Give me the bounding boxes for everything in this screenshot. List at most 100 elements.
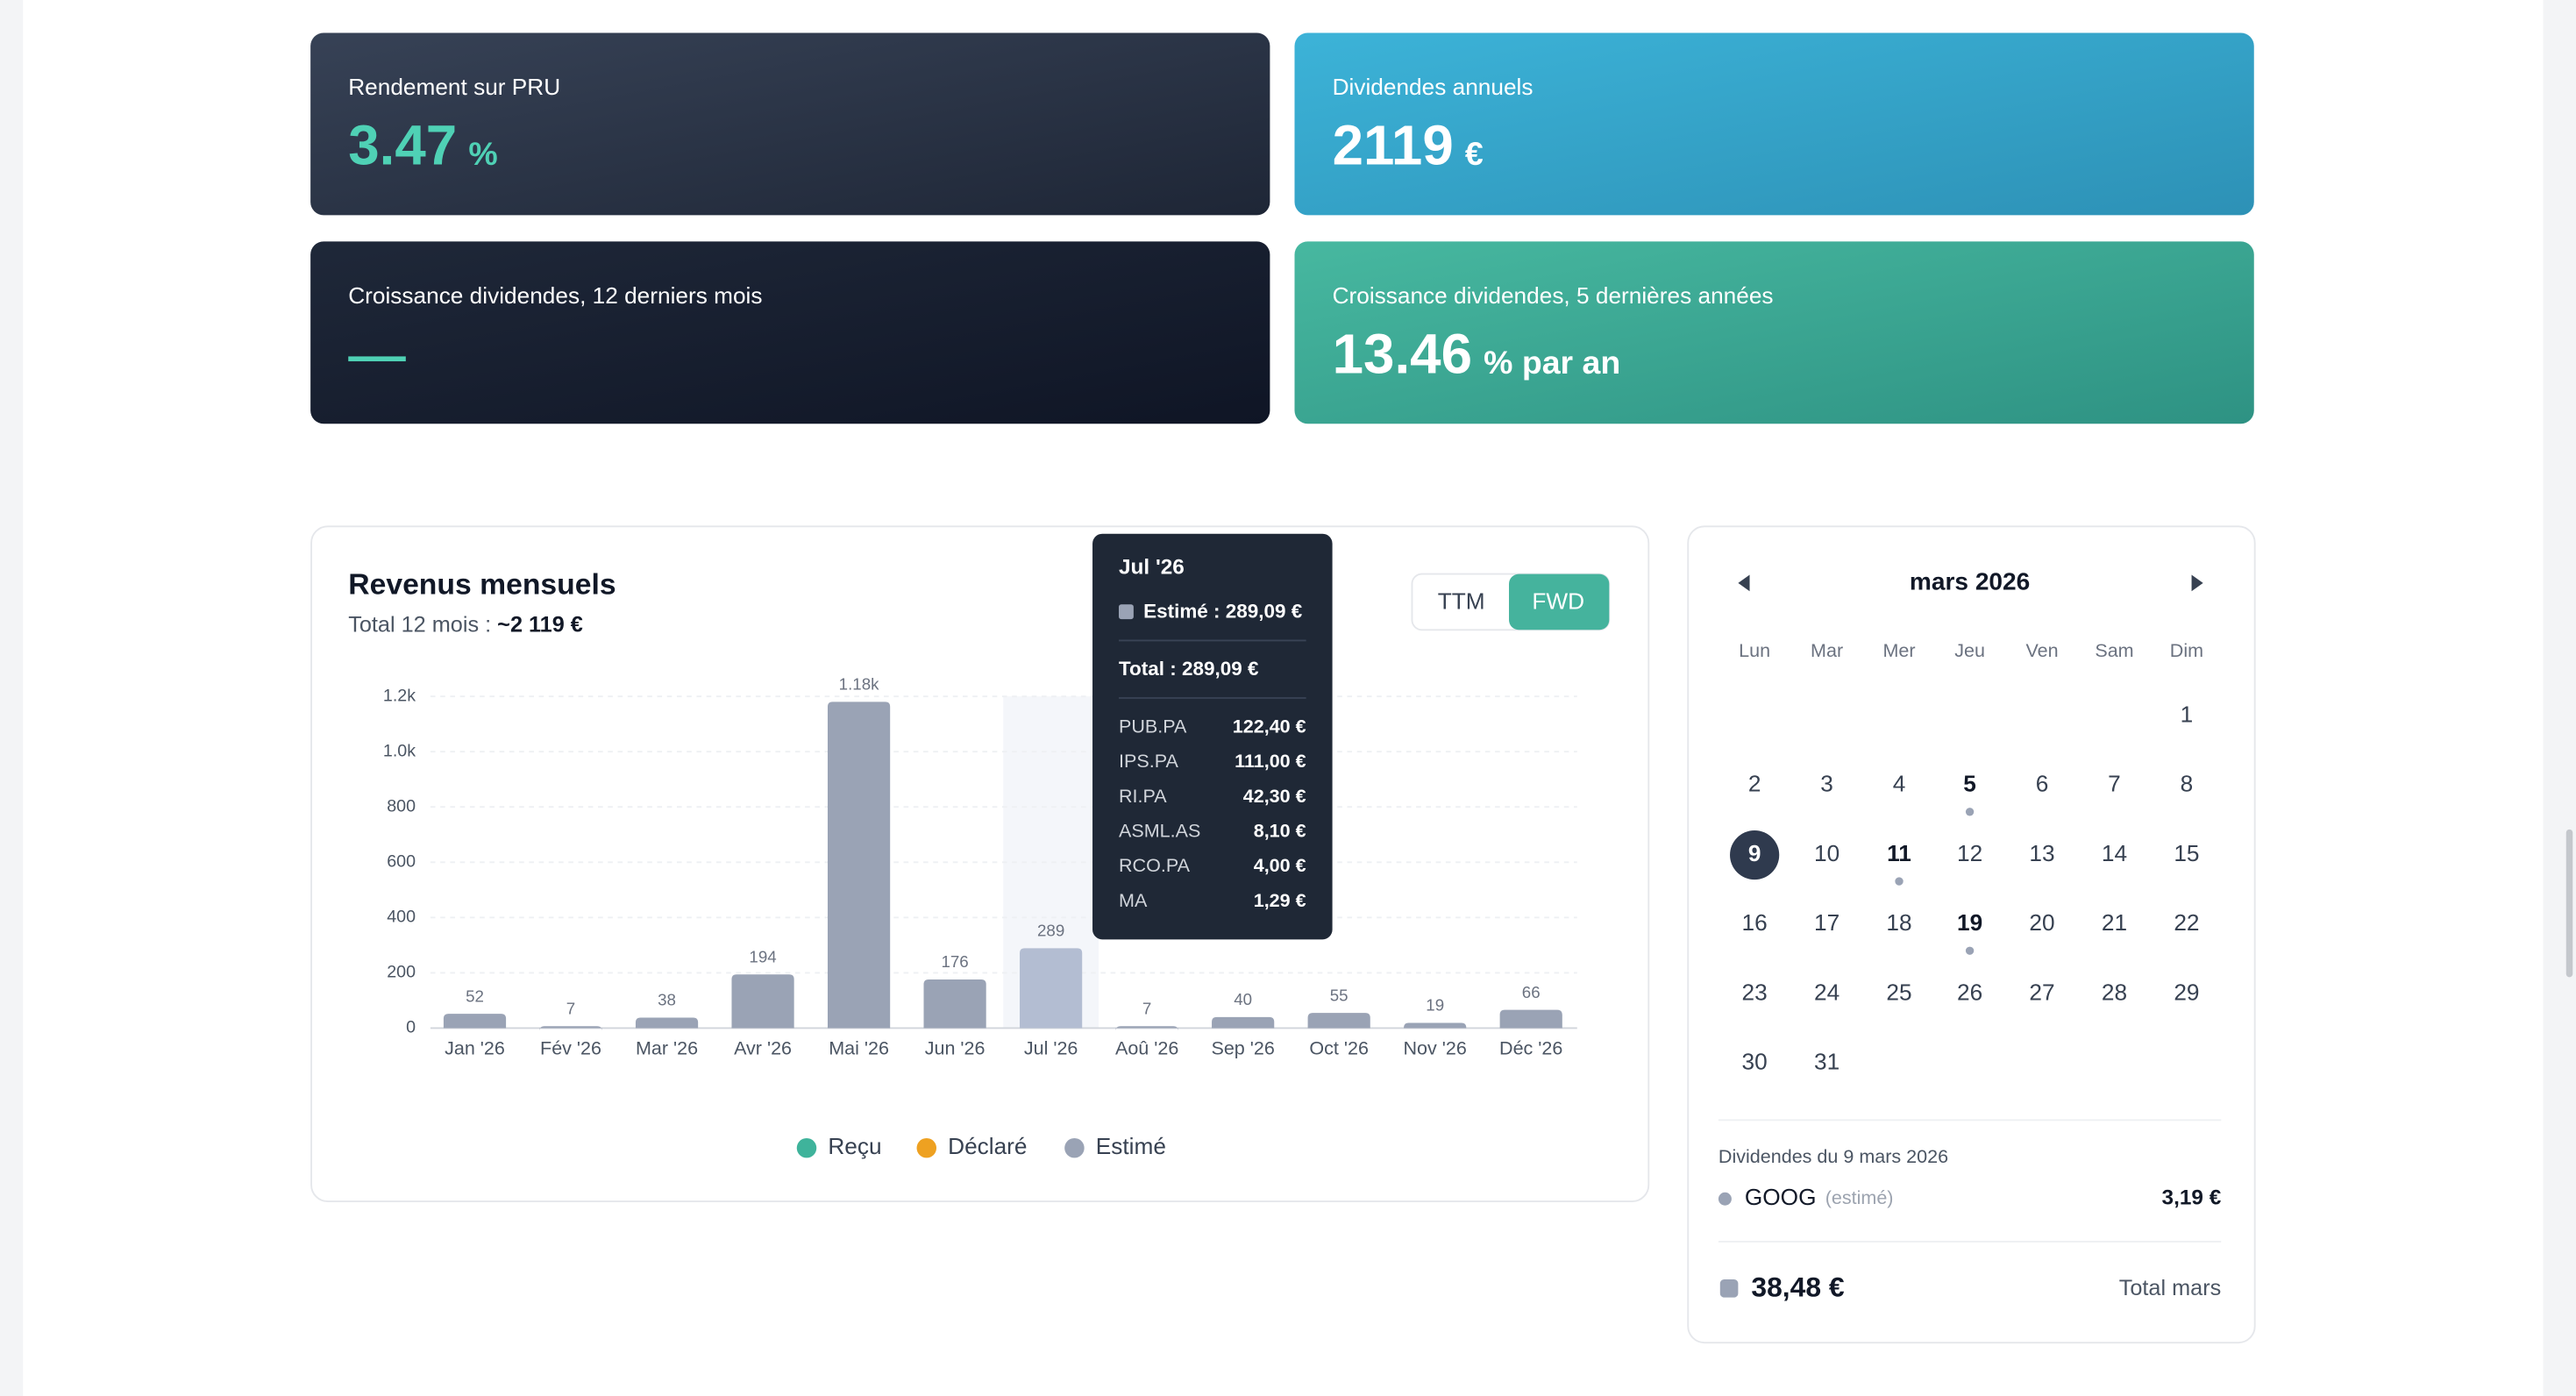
day[interactable]: 4 bbox=[1893, 771, 1906, 797]
weekday: Ven bbox=[2025, 640, 2058, 661]
day[interactable]: 23 bbox=[1742, 979, 1768, 1005]
value: 13.46 bbox=[1333, 323, 1472, 385]
detail-dot bbox=[1718, 1192, 1732, 1206]
value-label: 52 bbox=[466, 986, 484, 1005]
day[interactable]: 24 bbox=[1814, 979, 1839, 1005]
bar bbox=[1404, 1022, 1467, 1029]
y-tick-label: 600 bbox=[387, 851, 416, 871]
dividend-dot bbox=[1965, 808, 1975, 816]
stat-card bbox=[1294, 241, 2254, 424]
toggle-option[interactable]: TTM bbox=[1438, 588, 1485, 614]
total-value: ~2 119 € bbox=[497, 612, 583, 637]
month-total-label: Total mars bbox=[2119, 1276, 2222, 1300]
day[interactable]: 3 bbox=[1820, 771, 1833, 797]
day[interactable]: 14 bbox=[2102, 840, 2127, 866]
weekday: Lun bbox=[1739, 640, 1770, 661]
tooltip-title: Jul '26 bbox=[1119, 555, 1185, 579]
bar bbox=[827, 702, 891, 1029]
y-tick-label: 1.2k bbox=[383, 686, 416, 705]
toggle-option[interactable]: FWD bbox=[1532, 588, 1584, 614]
x-tick-label: Fév '26 bbox=[540, 1037, 601, 1058]
day[interactable]: 12 bbox=[1957, 840, 1982, 866]
y-tick-label: 800 bbox=[387, 796, 416, 816]
value-label: 1.18k bbox=[839, 675, 879, 694]
card-label: Dividendes annuels bbox=[1333, 74, 1534, 100]
day[interactable]: 10 bbox=[1814, 840, 1839, 866]
day[interactable]: 5 bbox=[1963, 771, 1976, 797]
scrollbar[interactable] bbox=[2565, 829, 2573, 978]
value-label: 19 bbox=[1426, 996, 1444, 1015]
day[interactable]: 16 bbox=[1742, 909, 1768, 936]
legend-label: Déclaré bbox=[948, 1133, 1027, 1159]
bar bbox=[1499, 1009, 1562, 1029]
day[interactable]: 6 bbox=[2036, 771, 2049, 797]
day[interactable]: 30 bbox=[1742, 1049, 1768, 1075]
value-label: 7 bbox=[566, 999, 575, 1017]
stat-card bbox=[310, 32, 1270, 216]
day[interactable]: 20 bbox=[2029, 909, 2054, 936]
empty-value bbox=[348, 356, 406, 362]
value: 2119 bbox=[1333, 114, 1454, 176]
day[interactable]: 21 bbox=[2102, 909, 2127, 936]
bar bbox=[923, 979, 986, 1029]
value-label: 194 bbox=[749, 948, 776, 966]
day[interactable]: 19 bbox=[1957, 909, 1982, 936]
day[interactable]: 2 bbox=[1748, 771, 1761, 797]
day[interactable]: 27 bbox=[2029, 979, 2054, 1005]
calendar-month: mars 2026 bbox=[1910, 567, 2030, 595]
next-month[interactable] bbox=[2191, 574, 2203, 592]
tooltip-amount: 122,40 € bbox=[1233, 716, 1306, 737]
detail-title: Dividendes du 9 mars 2026 bbox=[1719, 1146, 1948, 1167]
day[interactable]: 28 bbox=[2102, 979, 2127, 1005]
detail-status: (estimé) bbox=[1825, 1187, 1894, 1208]
tooltip-amount: 1,29 € bbox=[1254, 890, 1306, 911]
day[interactable]: 29 bbox=[2174, 979, 2199, 1005]
x-tick-label: Jun '26 bbox=[925, 1037, 986, 1058]
day[interactable]: 9 bbox=[1748, 840, 1761, 866]
tooltip-amount: 42,30 € bbox=[1243, 786, 1306, 807]
day[interactable]: 26 bbox=[1957, 979, 1982, 1005]
detail-amount: 3,19 € bbox=[2162, 1186, 2222, 1210]
day[interactable]: 1 bbox=[2181, 702, 2194, 728]
bar bbox=[1307, 1013, 1370, 1029]
day[interactable]: 22 bbox=[2174, 909, 2199, 936]
stat-card bbox=[1294, 32, 2254, 216]
day[interactable]: 8 bbox=[2181, 771, 2194, 797]
day[interactable]: 15 bbox=[2174, 840, 2199, 866]
x-tick-label: Mai '26 bbox=[829, 1037, 889, 1058]
x-tick-label: Nov '26 bbox=[1404, 1037, 1467, 1058]
detail-ticker: GOOG bbox=[1745, 1184, 1817, 1210]
x-tick-label: Mar '26 bbox=[636, 1037, 698, 1058]
tooltip-amount: 111,00 € bbox=[1235, 751, 1306, 772]
weekday: Mar bbox=[1811, 640, 1843, 661]
value-label: 38 bbox=[658, 991, 676, 1009]
card-value: 13.46 % par an bbox=[1333, 323, 1621, 385]
unit: € bbox=[1465, 135, 1484, 172]
bar bbox=[443, 1014, 507, 1029]
unit: % par an bbox=[1484, 344, 1620, 381]
stat-card bbox=[310, 241, 1270, 424]
legend-swatch bbox=[1064, 1137, 1085, 1158]
value-label: 66 bbox=[1522, 983, 1541, 1001]
tooltip-total: Total : 289,09 € bbox=[1119, 658, 1259, 680]
x-tick-label: Oct '26 bbox=[1309, 1037, 1369, 1058]
day[interactable]: 11 bbox=[1887, 840, 1911, 866]
day[interactable]: 17 bbox=[1814, 909, 1839, 936]
tooltip bbox=[1092, 533, 1333, 940]
bar bbox=[539, 1026, 602, 1031]
day[interactable]: 13 bbox=[2029, 840, 2054, 866]
day[interactable]: 31 bbox=[1814, 1049, 1839, 1075]
weekday: Sam bbox=[2095, 640, 2133, 661]
day[interactable]: 18 bbox=[1886, 909, 1911, 936]
dividend-dot bbox=[1965, 946, 1975, 955]
prev-month[interactable] bbox=[1738, 574, 1750, 592]
day[interactable]: 7 bbox=[2108, 771, 2121, 797]
day[interactable]: 25 bbox=[1886, 979, 1911, 1005]
x-tick-label: Jan '26 bbox=[445, 1037, 505, 1058]
tooltip-ticker: RI.PA bbox=[1119, 786, 1167, 807]
y-tick-label: 200 bbox=[387, 963, 416, 982]
bar bbox=[731, 974, 794, 1029]
calendar-panel bbox=[1687, 525, 2256, 1344]
